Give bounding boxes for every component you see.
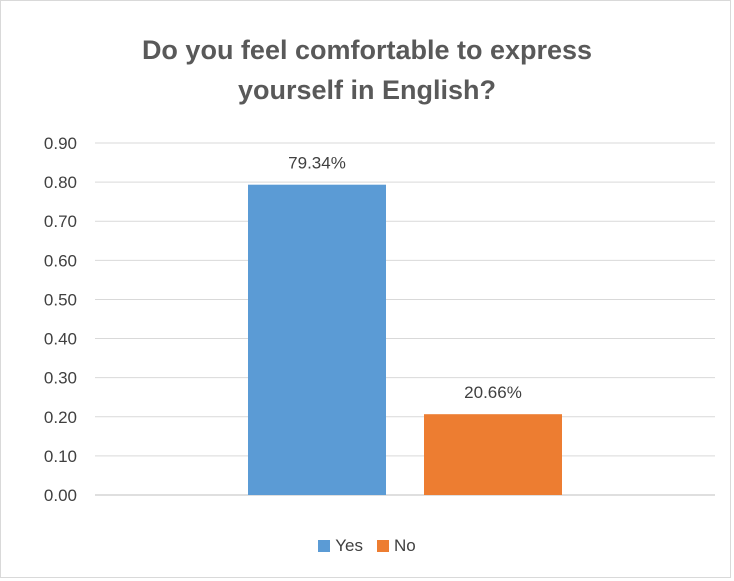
y-tick-label: 0.70	[44, 212, 77, 231]
data-label-yes: 79.34%	[288, 154, 346, 173]
y-tick-label: 0.80	[44, 173, 77, 192]
legend-swatch-no	[377, 540, 389, 552]
legend-label-no: No	[394, 536, 416, 555]
y-tick-label: 0.40	[44, 330, 77, 349]
y-tick-label: 0.00	[44, 486, 77, 505]
chart-title-line-2: yourself in English?	[237, 75, 497, 105]
y-tick-label: 0.20	[44, 408, 77, 427]
legend-label-yes: Yes	[335, 536, 363, 555]
data-label-no: 20.66%	[464, 383, 522, 402]
bar-no	[424, 414, 562, 495]
legend-item-no: No	[377, 536, 416, 556]
chart-title-line-1: Do you feel comfortable to express	[141, 35, 593, 65]
y-tick-label: 0.30	[44, 369, 77, 388]
y-tick-label: 0.60	[44, 251, 77, 270]
chart-title: Do you feel comfortable to express yours…	[0, 30, 734, 110]
legend-swatch-yes	[318, 540, 331, 552]
y-tick-label: 0.10	[44, 447, 77, 466]
bar-yes	[248, 184, 386, 495]
y-tick-label: 0.90	[44, 134, 77, 153]
legend-item-yes: Yes	[318, 536, 363, 556]
chart-legend: Yes No	[0, 536, 734, 556]
y-tick-label: 0.50	[44, 290, 77, 309]
